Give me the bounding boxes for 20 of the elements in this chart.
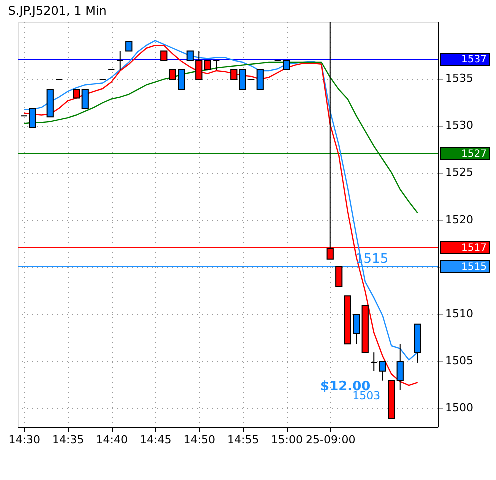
ref-line-label: 1527 — [462, 148, 487, 160]
x-tick-label: 14:55 — [228, 434, 260, 446]
y-tick-label: 1500 — [446, 402, 474, 415]
x-tick-label: 14:35 — [52, 434, 84, 446]
chart-title: S.JP.J5201, 1 Min — [8, 4, 107, 18]
y-tick-label: 1510 — [446, 307, 474, 320]
x-tick-label: 25-09:00 — [306, 434, 356, 446]
x-tick-label: 14:30 — [8, 434, 40, 446]
x-tick-label: 14:40 — [96, 434, 128, 446]
ref-line-label: 1515 — [462, 262, 487, 273]
x-tick-label: 14:50 — [184, 434, 216, 446]
y-tick-label: 1535 — [446, 72, 474, 86]
x-tick-label: 14:45 — [140, 434, 172, 446]
y-tick-label: 1525 — [446, 166, 474, 180]
x-tick-label: 15:00 — [271, 434, 303, 446]
ref-line-label: 1537 — [462, 54, 487, 66]
y-tick-label: 1520 — [446, 213, 474, 226]
ref-line-label: 1517 — [462, 243, 487, 254]
y-tick-label: 1505 — [446, 354, 474, 368]
y-tick-label: 1530 — [446, 119, 474, 132]
